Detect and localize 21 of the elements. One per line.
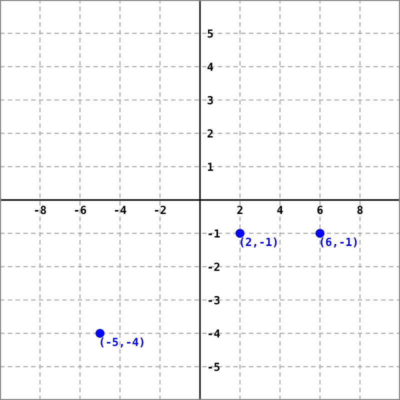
y-tick-label: 3 (208, 96, 213, 104)
y-tick-label: 4 (208, 62, 214, 71)
y-tick-label: 5 (208, 29, 213, 38)
x-tick-label: -6 (74, 206, 86, 214)
x-tick-label: -2 (154, 206, 166, 214)
y-tick-label: 2 (208, 129, 213, 138)
y-tick-label: -4 (208, 329, 220, 338)
x-tick-label: 6 (317, 206, 323, 214)
data-label: (-5,-4) (100, 338, 144, 348)
y-tick-label: -1 (208, 229, 220, 238)
x-tick-label: 2 (237, 206, 242, 214)
x-tick-label: 4 (277, 206, 283, 214)
y-tick-label: -3 (208, 296, 220, 304)
x-tick-label: -8 (34, 206, 46, 214)
x-tick-label: -4 (114, 206, 126, 214)
x-tick-label: 8 (357, 206, 363, 214)
data-label: (2,-1) (240, 238, 277, 248)
y-tick-label: -5 (208, 362, 220, 372)
y-tick-label: 1 (208, 162, 214, 171)
y-tick-label: -2 (208, 262, 220, 271)
data-label: (6,-1) (320, 238, 357, 248)
